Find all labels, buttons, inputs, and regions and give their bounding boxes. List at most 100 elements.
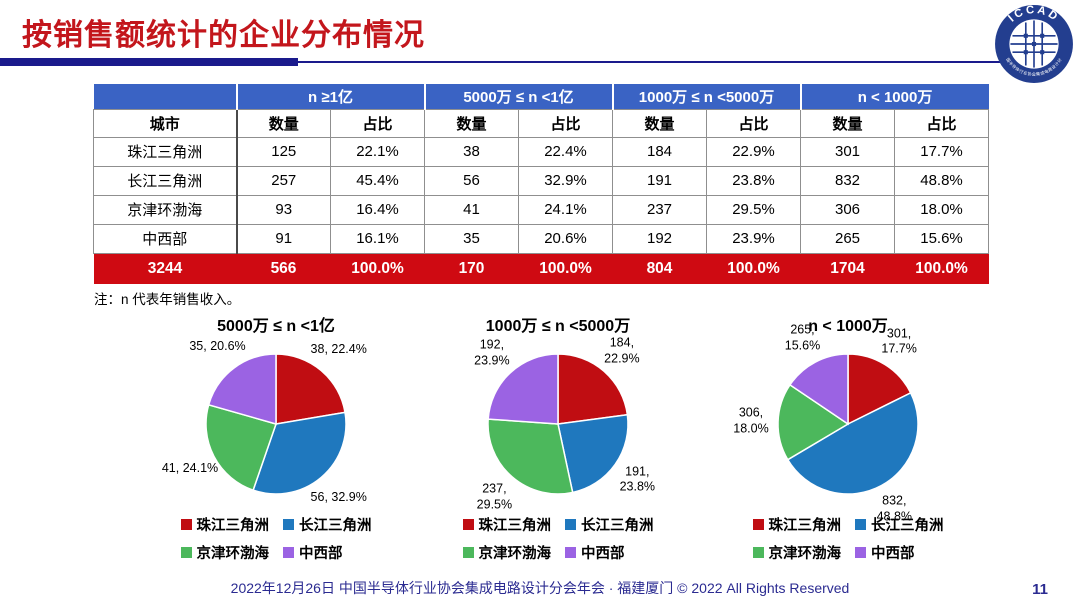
value-cell: 38	[424, 136, 519, 167]
value-cell: 100.0%	[706, 253, 801, 284]
pie-slice	[207, 353, 277, 425]
pie-slice	[786, 391, 919, 495]
value-cell: 20.6%	[518, 223, 613, 254]
pie-2	[487, 353, 629, 495]
city-column-header: 城市	[93, 108, 238, 138]
value-cell: 237	[612, 194, 707, 225]
legend-item: 长江三角洲	[283, 514, 372, 535]
pie-slice	[275, 353, 346, 425]
city-cell: 珠江三角洲	[93, 136, 238, 167]
legend-label: 中西部	[581, 546, 625, 562]
pie-chart-block-2: 1000万 ≤ n <5000万 184, 22.9% 191, 23.8% 237, 2…	[390, 312, 726, 563]
pie-slice-label: 265, 15.6%	[784, 322, 821, 353]
value-cell: 45.4%	[330, 165, 425, 196]
pie-slice-label: 184, 22.9%	[604, 335, 640, 365]
value-cell: 832	[800, 165, 895, 196]
legend-swatch	[565, 547, 576, 558]
city-cell: 长江三角洲	[93, 165, 238, 196]
value-cell: 32.9%	[518, 165, 613, 196]
table-total-row: 3244 566 100.0% 170 100.0% 804 100.0% 1704 100.0…	[93, 253, 989, 284]
value-cell: 301	[800, 136, 895, 167]
legend-label: 珠江三角洲	[478, 518, 552, 534]
pie-slice	[487, 418, 574, 495]
value-cell: 93	[236, 194, 331, 225]
value-cell: 23.9%	[706, 223, 801, 254]
pie-wrap: 184, 22.9% 191, 23.8% 237, 29.5% 192, 23.9%	[474, 335, 655, 511]
page-number: 11	[1032, 581, 1048, 598]
group-header: 5000万 ≤ n <1亿	[424, 84, 614, 109]
table-body: 珠江三角洲 125 22.1% 38 22.4% 184 22.9% 301 17.7% 长江三角…	[93, 136, 990, 284]
value-cell: 29.5%	[706, 194, 801, 225]
legend-swatch	[752, 519, 764, 530]
group-header: 1000万 ≤ n <5000万	[612, 84, 802, 109]
logo-grid-icon	[1010, 20, 1058, 68]
value-cell: 1704	[800, 253, 895, 284]
pie-slice-label: 306, 18.0%	[733, 405, 769, 436]
table-row: 京津环渤海 93 16.4% 41 24.1% 237 29.5% 306 18.0%	[93, 194, 990, 225]
value-cell: 16.1%	[330, 223, 425, 254]
table-row: 中西部 91 16.1% 35 20.6% 192 23.9% 265 15.6%	[93, 223, 990, 254]
value-cell: 184	[612, 136, 707, 167]
value-cell: 56	[424, 165, 519, 196]
table-row: 珠江三角洲 125 22.1% 38 22.4% 184 22.9% 301 17.7%	[93, 136, 990, 167]
pie-wrap: 301, 17.7% 832, 48.8% 306, 18.0% 265, 15.6%	[733, 323, 920, 523]
legend-item: 京津环渤海	[462, 542, 551, 563]
legend-swatch	[855, 547, 866, 558]
chart-legend: 珠江三角洲 长江三角洲 京津环渤海 中西部	[100, 514, 452, 563]
value-cell: 125	[236, 136, 331, 167]
pie-slice-label: 832, 48.8%	[876, 493, 913, 524]
pie-slice	[487, 353, 559, 425]
value-cell: 804	[612, 253, 707, 284]
value-cell: 100.0%	[330, 253, 425, 284]
table-row: 长江三角洲 257 45.4% 56 32.9% 191 23.8% 832 48.8%	[93, 165, 990, 196]
sales-distribution-table: n ≥1亿 5000万 ≤ n <1亿 1000万 ≤ n <5000万 n <…	[93, 84, 990, 284]
legend-label: 中西部	[871, 546, 915, 562]
value-cell: 41	[424, 194, 519, 225]
pie-chart-block-3: n < 1000万 301, 17.7% 832, 48.8% 306, 18.0% 265…	[680, 312, 1016, 563]
value-cell: 48.8%	[893, 165, 990, 196]
chart-legend: 珠江三角洲 长江三角洲 京津环渤海 中西部	[390, 514, 726, 563]
pie-slice-label: 41, 24.1%	[161, 460, 219, 475]
iccad-logo: ICCAD 中国半导体行业协会集成电路设计分会	[993, 3, 1073, 83]
count-header: 数量	[424, 108, 519, 138]
pie-slice-label: 56, 32.9%	[310, 490, 367, 505]
pie-slice	[788, 353, 849, 426]
value-cell: 24.1%	[518, 194, 613, 225]
legend-swatch	[283, 547, 294, 558]
legend-label: 珠江三角洲	[196, 518, 270, 534]
legend-label: 长江三角洲	[299, 518, 372, 534]
pie-wrap: 38, 22.4% 56, 32.9% 41, 24.1% 35, 20.6%	[162, 339, 367, 504]
legend-swatch	[180, 547, 192, 558]
value-cell: 15.6%	[893, 223, 990, 254]
legend-swatch	[180, 519, 192, 530]
group-header: n < 1000万	[800, 84, 989, 109]
legend-item: 珠江三角洲	[752, 514, 842, 535]
value-cell: 22.9%	[706, 136, 801, 167]
pie-slice	[557, 353, 629, 425]
value-cell: 170	[424, 253, 519, 284]
title-underline-thick	[0, 58, 298, 66]
pie-slice	[252, 411, 347, 495]
footnote: 注：n 代表年销售收入。	[94, 292, 241, 307]
value-cell: 192	[612, 223, 707, 254]
share-header: 占比	[518, 108, 613, 138]
pie-slice	[847, 353, 912, 426]
chart-title: 5000万 ≤ n <1亿	[217, 318, 335, 335]
logo-grid-dots	[1023, 33, 1045, 55]
value-cell: 100.0%	[518, 253, 613, 284]
pie-1	[205, 353, 347, 495]
legend-label: 珠江三角洲	[768, 518, 842, 534]
chart-title: 1000万 ≤ n <5000万	[485, 318, 631, 335]
value-cell: 191	[612, 165, 707, 196]
chart-legend: 珠江三角洲 长江三角洲 京津环渤海 中西部	[680, 514, 1016, 563]
title-underline-thin	[298, 61, 1016, 63]
pie-3	[777, 353, 919, 495]
pie-slice-label: 38, 22.4%	[310, 342, 367, 357]
legend-swatch	[565, 519, 576, 530]
legend-swatch	[462, 519, 474, 530]
share-header: 占比	[330, 108, 425, 138]
legend-label: 中西部	[299, 546, 343, 562]
value-cell: 22.4%	[518, 136, 613, 167]
table-subheader-row: 城市 数量 占比 数量 占比 数量 占比 数量 占比	[93, 108, 990, 138]
